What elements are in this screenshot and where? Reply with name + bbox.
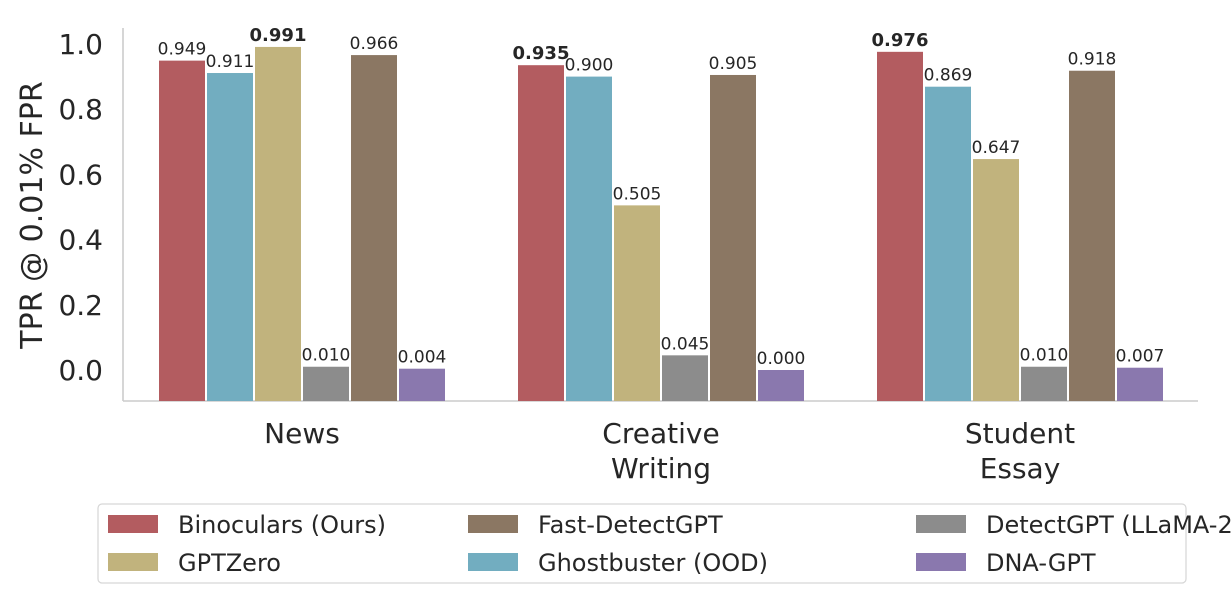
x-tick-label: News xyxy=(264,417,340,450)
data-label: 0.905 xyxy=(709,54,758,74)
x-tick-label: Writing xyxy=(611,452,711,485)
data-label: 0.004 xyxy=(398,348,447,368)
data-label: 0.505 xyxy=(613,184,662,204)
y-tick-label: 0.2 xyxy=(58,289,103,322)
bar xyxy=(1117,367,1163,401)
bar xyxy=(518,65,564,401)
bar xyxy=(1069,70,1115,402)
bar xyxy=(399,368,445,401)
data-label: 0.991 xyxy=(250,25,307,46)
data-label: 0.935 xyxy=(513,43,570,64)
y-tick-label: 1.0 xyxy=(58,28,103,61)
data-label: 0.045 xyxy=(661,334,710,354)
data-label: 0.647 xyxy=(972,138,1021,158)
legend-label: GPTZero xyxy=(178,549,281,577)
data-label: 0.949 xyxy=(158,40,207,60)
data-label: 0.911 xyxy=(206,52,255,72)
bar xyxy=(662,355,708,401)
legend-swatch xyxy=(108,553,158,571)
y-axis-label: TPR @ 0.01% FPR xyxy=(15,81,50,349)
legend-swatch xyxy=(108,515,158,533)
bar xyxy=(758,370,804,401)
legend-swatch xyxy=(468,553,518,571)
data-label: 0.000 xyxy=(757,349,806,369)
y-tick-label: 0.8 xyxy=(58,93,103,126)
x-tick-label: Essay xyxy=(980,452,1061,485)
legend-swatch xyxy=(916,515,966,533)
bar xyxy=(614,205,660,401)
bar xyxy=(925,86,971,402)
data-label: 0.869 xyxy=(924,66,973,86)
data-label: 0.900 xyxy=(565,56,614,76)
x-tick-label: Student xyxy=(965,417,1075,450)
legend-label: DNA-GPT xyxy=(986,549,1096,577)
y-tick-label: 0.0 xyxy=(58,354,103,387)
legend-label: Fast-DetectGPT xyxy=(538,511,723,539)
y-tick-label: 0.4 xyxy=(58,224,103,257)
legend-label: DetectGPT (LLaMA-2-13B) xyxy=(986,511,1231,539)
data-label: 0.918 xyxy=(1068,50,1117,70)
bar xyxy=(877,51,923,401)
x-tick-label: Creative xyxy=(602,417,719,450)
bar xyxy=(159,60,205,401)
data-label: 0.007 xyxy=(1116,347,1165,367)
legend-swatch xyxy=(468,515,518,533)
legend-swatch xyxy=(916,553,966,571)
bar xyxy=(303,366,349,401)
bar xyxy=(1021,366,1067,401)
bar xyxy=(255,46,301,402)
bar xyxy=(973,159,1019,401)
legend-label: Ghostbuster (OOD) xyxy=(538,549,768,577)
legend: Binoculars (Ours) GPTZero Fast-DetectGPT Gh… xyxy=(97,503,1231,584)
data-label: 0.010 xyxy=(1020,346,1069,366)
bar xyxy=(566,76,612,401)
data-label: 0.976 xyxy=(872,30,929,51)
bar xyxy=(351,55,397,402)
data-label: 0.010 xyxy=(302,346,351,366)
legend-label: Binoculars (Ours) xyxy=(178,511,386,539)
legend-box xyxy=(97,503,1187,584)
y-tick-label: 0.6 xyxy=(58,158,103,191)
bar xyxy=(710,74,756,401)
data-label: 0.966 xyxy=(350,34,399,54)
bar xyxy=(207,73,253,401)
